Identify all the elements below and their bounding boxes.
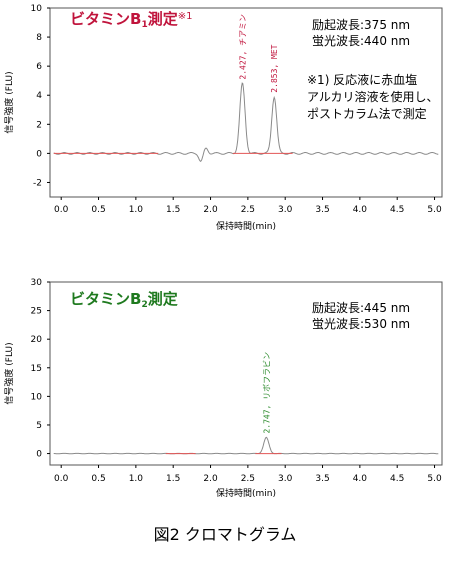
x-tick-label: 2.5 <box>241 474 255 484</box>
x-axis-label: 保持時間(min) <box>216 487 276 499</box>
y-tick-label: 20 <box>31 335 43 345</box>
y-axis-label: 信号強度 (FLU) <box>3 342 15 404</box>
footnote-line: ※1) 反応液に赤血塩 <box>307 72 417 87</box>
x-tick-label: 4.0 <box>353 474 368 484</box>
y-tick-label: 30 <box>31 278 43 288</box>
x-tick-label: 2.0 <box>203 205 218 215</box>
x-tick-label: 2.5 <box>241 205 255 215</box>
x-tick-label: 3.0 <box>278 205 293 215</box>
plot-frame <box>49 7 443 198</box>
y-tick-label: 10 <box>31 4 43 14</box>
y-tick-label: 10 <box>31 392 43 402</box>
y-tick-label: 4 <box>36 91 42 101</box>
y-tick-label: 6 <box>36 62 42 72</box>
y-tick-label: 25 <box>31 307 42 317</box>
chart-title: ビタミンB2測定 <box>70 290 178 310</box>
chromatogram-trace <box>53 436 439 455</box>
x-tick-label: 0.0 <box>54 474 69 484</box>
wavelength-note: 励起波長:445 nm <box>312 301 410 315</box>
y-tick-label: 2 <box>36 120 42 130</box>
x-tick-label: 0.5 <box>91 205 105 215</box>
x-tick-label: 4.5 <box>390 474 404 484</box>
y-axis-label: 信号強度 (FLU) <box>3 71 15 133</box>
footnote-line: アルカリ溶液を使用し、 <box>307 89 439 104</box>
plot-frame <box>49 281 443 466</box>
chart-title: ビタミンB1測定※1 <box>70 10 192 30</box>
x-tick-label: 5.0 <box>427 474 442 484</box>
x-tick-label: 5.0 <box>427 205 442 215</box>
figure-caption: 図2 クロマトグラム <box>154 525 297 544</box>
footnote-line: ポストカラム法で測定 <box>307 106 427 121</box>
caption-wrap: 図2 クロマトグラム <box>154 525 297 544</box>
y-tick-label: 15 <box>31 364 42 374</box>
x-tick-label: 3.5 <box>315 205 329 215</box>
peak-label: 2.747, リボフラビン <box>262 352 271 434</box>
x-axis-label: 保持時間(min) <box>216 220 276 232</box>
x-tick-label: 3.5 <box>315 474 329 484</box>
x-tick-label: 2.0 <box>203 474 218 484</box>
wavelength-note: 蛍光波長:440 nm <box>312 34 410 48</box>
x-tick-label: 1.0 <box>129 474 144 484</box>
x-tick-label: 0.5 <box>91 474 105 484</box>
chart-vitamin-b1: 10 8 6 4 2 0 -2 0.0 0.5 1.0 1.5 2.0 2.5 3.0 3.5 4.0 4.5 5… <box>3 4 443 232</box>
chart-vitamin-b2: 30 25 20 15 10 5 0 0.0 0.5 1.0 1.5 2.0 2.5 3.0 3.5 4.0 4… <box>3 278 443 499</box>
x-tick-label: 4.5 <box>390 205 404 215</box>
y-tick-label: 0 <box>36 149 42 159</box>
x-tick-label: 0.0 <box>54 205 69 215</box>
peak-label: 2.427, チアミン <box>238 14 247 80</box>
x-tick-label: 1.0 <box>129 205 144 215</box>
wavelength-note: 蛍光波長:530 nm <box>312 317 410 331</box>
wavelength-note: 励起波長:375 nm <box>312 18 410 32</box>
x-tick-label: 3.0 <box>278 474 293 484</box>
y-tick-label: 8 <box>36 33 42 43</box>
y-tick-label: -2 <box>33 178 42 188</box>
x-tick-label: 1.5 <box>166 474 180 484</box>
y-tick-label: 5 <box>36 421 42 431</box>
peak-label: 2.853, MET <box>270 44 279 92</box>
y-tick-label: 0 <box>36 450 42 460</box>
x-tick-label: 4.0 <box>353 205 368 215</box>
x-tick-label: 1.5 <box>166 205 180 215</box>
